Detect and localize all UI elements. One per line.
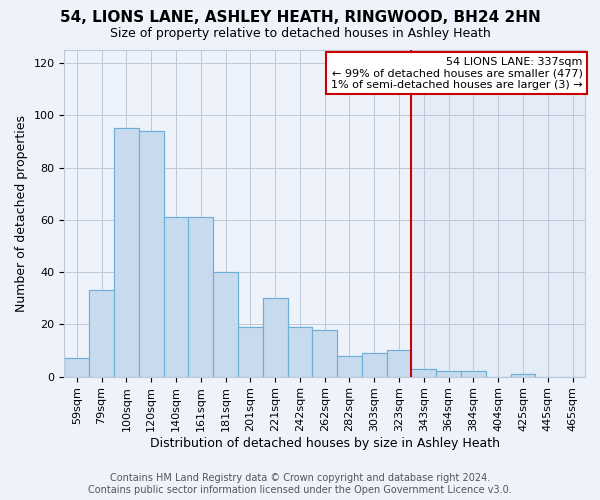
- Bar: [64, 358, 89, 376]
- Bar: [313, 330, 337, 376]
- Bar: [362, 353, 386, 376]
- Text: 54, LIONS LANE, ASHLEY HEATH, RINGWOOD, BH24 2HN: 54, LIONS LANE, ASHLEY HEATH, RINGWOOD, …: [59, 10, 541, 25]
- Bar: [139, 131, 164, 376]
- Bar: [386, 350, 412, 376]
- Bar: [313, 330, 337, 376]
- Bar: [337, 356, 362, 376]
- Bar: [412, 369, 436, 376]
- Bar: [287, 327, 313, 376]
- Bar: [164, 217, 188, 376]
- Bar: [213, 272, 238, 376]
- Y-axis label: Number of detached properties: Number of detached properties: [15, 115, 28, 312]
- Bar: [263, 298, 287, 376]
- Bar: [461, 372, 486, 376]
- Bar: [213, 272, 238, 376]
- Bar: [188, 217, 213, 376]
- Bar: [511, 374, 535, 376]
- Bar: [412, 369, 436, 376]
- Bar: [89, 290, 114, 376]
- Bar: [89, 290, 114, 376]
- Bar: [238, 327, 263, 376]
- Bar: [287, 327, 313, 376]
- Bar: [64, 358, 89, 376]
- Text: Size of property relative to detached houses in Ashley Heath: Size of property relative to detached ho…: [110, 28, 490, 40]
- Bar: [114, 128, 139, 376]
- X-axis label: Distribution of detached houses by size in Ashley Heath: Distribution of detached houses by size …: [150, 437, 500, 450]
- Text: 54 LIONS LANE: 337sqm
← 99% of detached houses are smaller (477)
1% of semi-deta: 54 LIONS LANE: 337sqm ← 99% of detached …: [331, 56, 583, 90]
- Bar: [164, 217, 188, 376]
- Bar: [511, 374, 535, 376]
- Bar: [238, 327, 263, 376]
- Text: Contains HM Land Registry data © Crown copyright and database right 2024.
Contai: Contains HM Land Registry data © Crown c…: [88, 474, 512, 495]
- Bar: [114, 128, 139, 376]
- Bar: [436, 372, 461, 376]
- Bar: [362, 353, 386, 376]
- Bar: [263, 298, 287, 376]
- Bar: [461, 372, 486, 376]
- Bar: [412, 50, 585, 376]
- Bar: [337, 356, 362, 376]
- Bar: [188, 217, 213, 376]
- Bar: [386, 350, 412, 376]
- Bar: [139, 131, 164, 376]
- Bar: [436, 372, 461, 376]
